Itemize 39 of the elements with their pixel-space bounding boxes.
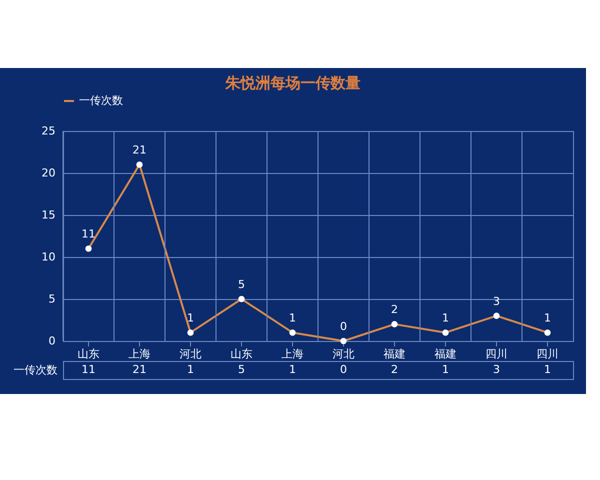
data-label: 5 bbox=[238, 278, 245, 291]
text: 21 bbox=[132, 363, 146, 376]
data-label: 1 bbox=[289, 312, 296, 325]
chart-title: 朱悦洲每场一传数量 bbox=[224, 74, 360, 92]
x-tick-label: 河北 bbox=[180, 348, 202, 360]
text: 1 bbox=[544, 363, 551, 376]
x-tick-label: 河北 bbox=[332, 348, 354, 360]
y-tick-label: 15 bbox=[42, 208, 56, 222]
data-label: 21 bbox=[132, 144, 146, 157]
data-label: 11 bbox=[82, 228, 96, 241]
y-tick-label: 5 bbox=[48, 292, 56, 306]
data-label: 2 bbox=[391, 303, 398, 316]
y-tick-label: 25 bbox=[42, 124, 56, 138]
x-tick-label: 四川 bbox=[536, 348, 558, 360]
text: 一传次数 bbox=[14, 364, 58, 376]
text: 11 bbox=[82, 363, 96, 376]
y-tick-label: 20 bbox=[42, 166, 56, 180]
text: 1 bbox=[289, 363, 296, 376]
data-label: 0 bbox=[340, 320, 347, 333]
text: 2 bbox=[391, 363, 398, 376]
x-tick-label: 四川 bbox=[486, 348, 508, 360]
legend-label: 一传次数 bbox=[79, 94, 123, 107]
data-label: 1 bbox=[187, 312, 194, 325]
data-label: 1 bbox=[544, 312, 551, 325]
y-tick-label: 10 bbox=[42, 250, 56, 264]
text: 0 bbox=[340, 363, 347, 376]
x-tick-label: 福建 bbox=[384, 348, 406, 360]
x-tick-label: 上海 bbox=[282, 348, 304, 360]
text: 1 bbox=[442, 363, 449, 376]
x-tick-label: 山东 bbox=[78, 348, 100, 360]
text: 3 bbox=[493, 363, 500, 376]
x-tick-label: 上海 bbox=[128, 348, 150, 360]
x-tick-label: 福建 bbox=[434, 348, 456, 360]
x-tick-label: 山东 bbox=[230, 348, 252, 360]
text: 1 bbox=[187, 363, 194, 376]
y-tick-label: 0 bbox=[48, 334, 56, 348]
data-label: 1 bbox=[442, 312, 449, 325]
data-label: 3 bbox=[493, 294, 500, 308]
text: 5 bbox=[238, 363, 245, 376]
